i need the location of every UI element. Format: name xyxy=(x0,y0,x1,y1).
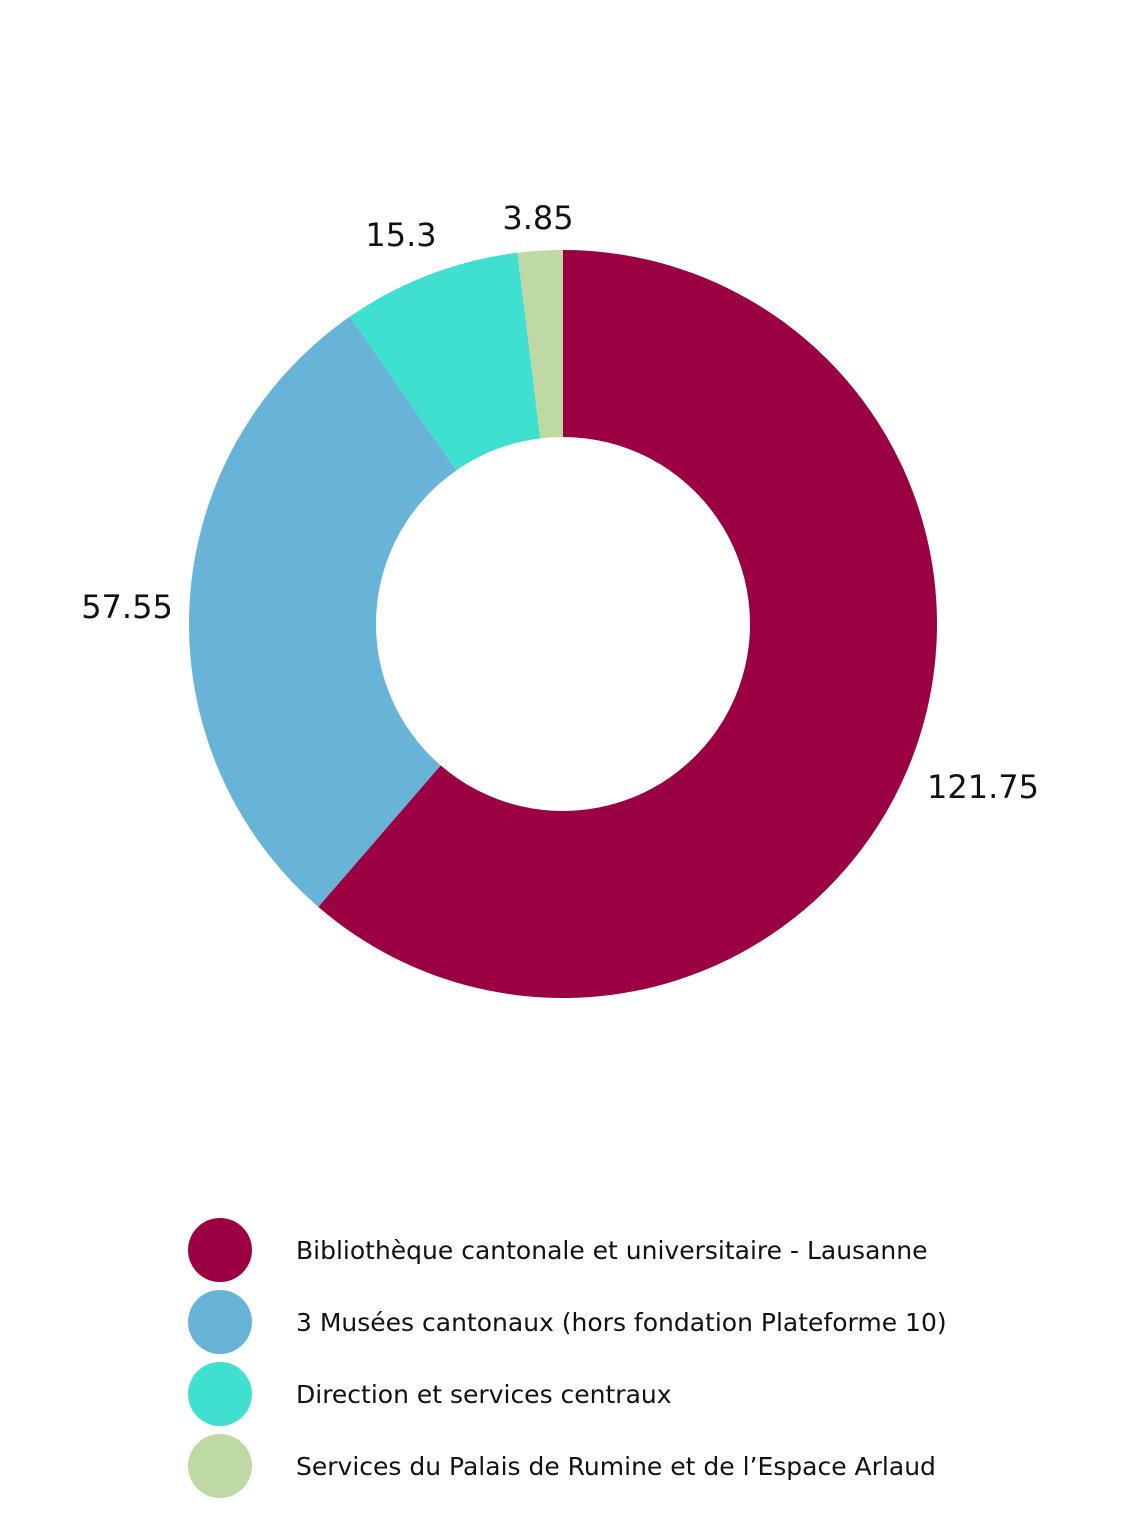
legend-swatch xyxy=(188,1218,252,1282)
slice-musees-cantonaux xyxy=(188,316,457,907)
data-label: 121.75 xyxy=(927,768,1039,806)
legend-item-direction-services: Direction et services centraux xyxy=(188,1362,947,1426)
slice-direction-services xyxy=(349,252,541,471)
data-label: 15.3 xyxy=(365,216,436,254)
legend-swatch xyxy=(188,1434,252,1498)
slice-bcu-lausanne xyxy=(318,250,938,998)
legend-swatch xyxy=(188,1362,252,1426)
legend-item-musees-cantonaux: 3 Musées cantonaux (hors fondation Plate… xyxy=(188,1290,947,1354)
legend-label: 3 Musées cantonaux (hors fondation Plate… xyxy=(296,1307,947,1337)
legend-label: Direction et services centraux xyxy=(296,1379,672,1409)
legend-item-palais-rumine: Services du Palais de Rumine et de l’Esp… xyxy=(188,1434,947,1498)
data-label: 3.85 xyxy=(502,199,573,237)
legend-label: Bibliothèque cantonale et universitaire … xyxy=(296,1235,928,1265)
slice-palais-rumine xyxy=(517,250,563,439)
legend: Bibliothèque cantonale et universitaire … xyxy=(188,1218,947,1506)
legend-item-bcu-lausanne: Bibliothèque cantonale et universitaire … xyxy=(188,1218,947,1282)
legend-label: Services du Palais de Rumine et de l’Esp… xyxy=(296,1451,936,1481)
legend-swatch xyxy=(188,1290,252,1354)
data-label: 57.55 xyxy=(81,588,173,626)
